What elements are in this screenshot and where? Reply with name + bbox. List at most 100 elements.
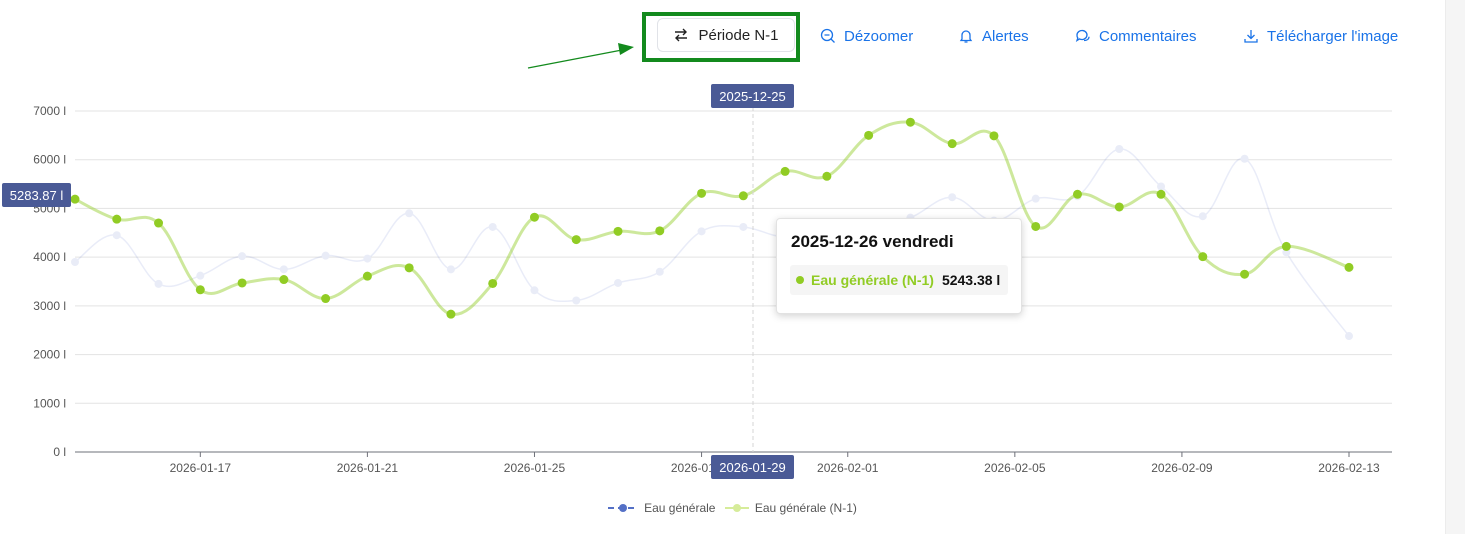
- data-point-1: [905, 117, 915, 127]
- data-point-1: [70, 194, 80, 204]
- data-point-0: [948, 193, 957, 202]
- data-point-1: [1156, 189, 1166, 199]
- data-point-0: [321, 251, 330, 260]
- data-point-1: [947, 139, 957, 149]
- unzoom-button[interactable]: Dézoomer: [820, 22, 913, 50]
- alerts-button[interactable]: Alertes: [958, 22, 1029, 50]
- data-point-1: [1344, 262, 1354, 272]
- crosshair-top-date-tag: 2025-12-25: [711, 84, 794, 108]
- download-icon: [1244, 30, 1258, 43]
- y-tick-label: 4000 l: [33, 250, 66, 264]
- data-point-1: [195, 285, 205, 295]
- tooltip-title: 2025-12-26 vendredi: [791, 232, 954, 251]
- x-tick-label: 2026-02-13: [1318, 461, 1380, 475]
- data-point-1: [529, 212, 539, 222]
- data-point-0: [1240, 154, 1249, 163]
- data-point-0: [1031, 194, 1040, 203]
- data-point-1: [1281, 241, 1291, 251]
- crosshair-y-value-tag: 5283.87 l: [2, 183, 71, 207]
- data-point-1: [404, 263, 414, 273]
- period-n1-button[interactable]: Période N-1: [657, 18, 795, 52]
- y-tick-label: 3000 l: [33, 299, 66, 313]
- comments-button[interactable]: Commentaires: [1075, 22, 1197, 50]
- x-tick-label: 2026-01-25: [504, 461, 566, 475]
- data-point-1: [279, 275, 289, 285]
- alerts-label: Alertes: [982, 27, 1029, 45]
- data-point-0: [1115, 144, 1124, 153]
- data-point-0: [196, 271, 205, 280]
- data-point-0: [1198, 212, 1207, 221]
- data-point-0: [154, 279, 163, 288]
- x-tick-label: 2026-02-09: [1151, 461, 1213, 475]
- data-point-1: [112, 214, 122, 224]
- data-point-0: [363, 254, 372, 263]
- data-point-1: [738, 191, 748, 201]
- legend-item-eau-generale-n1[interactable]: Eau générale (N-1): [724, 501, 857, 515]
- data-point-1: [1114, 202, 1124, 212]
- series-line-1: [74, 120, 1350, 316]
- tooltip-series-marker: [796, 276, 804, 284]
- legend-marker-eau-generale-n1: [724, 504, 749, 512]
- y-tick-label: 7000 l: [33, 104, 66, 118]
- data-point-0: [112, 231, 121, 240]
- y-tick-label: 2000 l: [33, 348, 66, 362]
- data-point-1: [989, 131, 999, 141]
- comments-label: Commentaires: [1099, 27, 1197, 45]
- data-point-0: [1157, 182, 1166, 191]
- chart-legend: Eau générale Eau générale (N-1): [0, 501, 1465, 516]
- comment-bubbles-icon: [1075, 29, 1090, 43]
- legend-item-eau-generale[interactable]: Eau générale: [608, 501, 715, 515]
- data-point-1: [780, 166, 790, 176]
- data-point-0: [71, 258, 79, 267]
- x-tick-label: 2026-02-01: [817, 461, 879, 475]
- data-point-0: [655, 267, 664, 276]
- x-tick-label: 2026-01-17: [170, 461, 232, 475]
- series-line-0: [74, 148, 1350, 337]
- data-point-0: [697, 227, 706, 236]
- tooltip-row: Eau générale (N-1) 5243.38 l: [790, 265, 1008, 295]
- swap-arrows-icon: [675, 28, 688, 42]
- data-point-1: [864, 130, 874, 140]
- data-point-1: [1031, 221, 1041, 231]
- download-image-label: Télécharger l'image: [1267, 27, 1399, 45]
- legend-marker-eau-generale: [608, 504, 639, 512]
- data-point-0: [614, 278, 623, 287]
- legend-label-eau-generale: Eau générale: [644, 501, 716, 515]
- data-point-1: [571, 235, 581, 245]
- data-point-0: [279, 265, 288, 274]
- data-point-1: [154, 218, 164, 228]
- y-tick-label: 1000 l: [33, 396, 66, 410]
- tooltip-series-name: Eau générale (N-1): [811, 272, 934, 288]
- tooltip-value: 5243.38 l: [941, 272, 1001, 288]
- x-tick-label: 2026-01-21: [337, 461, 399, 475]
- data-point-1: [655, 226, 665, 236]
- data-point-1: [822, 171, 832, 181]
- data-point-1: [1072, 189, 1082, 199]
- data-point-0: [488, 222, 497, 231]
- y-tick-label: 6000 l: [33, 153, 66, 167]
- highlight-box: [642, 12, 800, 62]
- data-point-1: [237, 278, 247, 288]
- data-point-1: [613, 226, 623, 236]
- data-point-0: [572, 296, 581, 305]
- data-point-0: [739, 222, 748, 231]
- data-point-1: [362, 271, 372, 281]
- data-point-1: [697, 188, 707, 198]
- data-point-1: [321, 294, 331, 304]
- page-scrollbar[interactable]: [1445, 0, 1465, 534]
- data-point-0: [238, 252, 247, 261]
- data-point-0: [530, 286, 539, 295]
- crosshair-bottom-date-tag: 2026-01-29: [711, 455, 794, 479]
- data-point-1: [488, 278, 498, 288]
- download-image-button[interactable]: Télécharger l'image: [1243, 22, 1398, 50]
- chart-toolbar: Période N-1 Dézoomer Alertes Commentaire…: [0, 12, 1465, 62]
- data-point-1: [1198, 252, 1208, 262]
- legend-label-eau-generale-n1: Eau générale (N-1): [754, 501, 857, 515]
- bell-icon: [959, 30, 973, 43]
- data-point-0: [446, 265, 455, 274]
- x-tick-label: 2026-02-05: [984, 461, 1046, 475]
- annotation-arrow-head: [618, 43, 634, 55]
- y-tick-label: 0 l: [53, 445, 66, 459]
- data-point-1: [1240, 269, 1250, 279]
